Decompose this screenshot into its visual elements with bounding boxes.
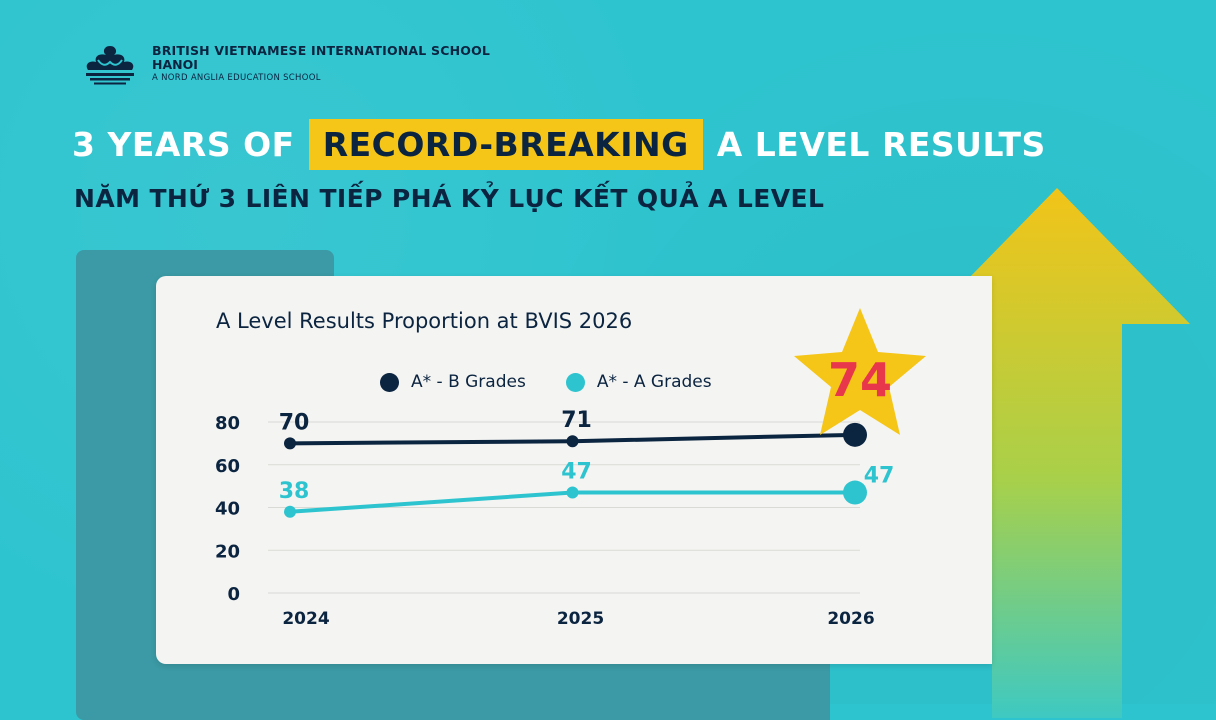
headline: 3 YEARS OF RECORD-BREAKING A LEVEL RESUL… xyxy=(72,112,1046,176)
legend-label-aa: A* - A Grades xyxy=(596,372,712,392)
data-label: 38 xyxy=(279,479,310,504)
y-tick-label: 40 xyxy=(215,499,240,520)
star-icon: 74 xyxy=(794,308,926,435)
crest-icon xyxy=(86,46,134,85)
school-name: BRITISH VIETNAMESE INTERNATIONAL SCHOOL xyxy=(152,42,491,58)
data-label: 70 xyxy=(279,410,310,435)
data-label: 47 xyxy=(864,464,895,489)
line-chart: 0 20 40 60 80 2024 2025 2026 70 71 38 47 47 xyxy=(215,408,895,629)
y-tick-label: 80 xyxy=(215,413,240,434)
headline-part2: A LEVEL RESULTS xyxy=(716,124,1046,164)
school-tagline: A NORD ANGLIA EDUCATION SCHOOL xyxy=(152,73,321,84)
y-tick-label: 20 xyxy=(215,541,240,562)
x-tick-label: 2026 xyxy=(827,609,874,629)
x-tick-label: 2024 xyxy=(282,609,329,629)
data-point-aa xyxy=(284,505,296,518)
legend-dot-aa xyxy=(565,372,585,392)
legend-label-ab: A* - B Grades xyxy=(411,372,526,392)
school-logo[interactable]: BRITISH VIETNAMESE INTERNATIONAL SCHOOL … xyxy=(78,40,490,88)
headline-highlight: RECORD-BREAKING xyxy=(308,118,703,170)
data-label: 71 xyxy=(561,408,592,433)
headline-part1: 3 YEARS OF xyxy=(72,124,295,164)
data-point-aa xyxy=(843,480,867,505)
y-tick-label: 0 xyxy=(227,584,240,605)
legend-item-aa: A* - A Grades xyxy=(565,372,712,392)
x-tick-label: 2025 xyxy=(557,609,604,629)
legend-dot-ab xyxy=(380,372,399,392)
data-point-aa xyxy=(566,486,579,499)
chart-title: A Level Results Proportion at BVIS 2026 xyxy=(216,309,633,333)
data-point-ab xyxy=(566,435,579,448)
y-tick-label: 60 xyxy=(215,456,240,477)
chart-legend: A* - B Grades A* - A Grades xyxy=(380,372,712,392)
data-point-ab xyxy=(843,422,867,447)
legend-item-ab: A* - B Grades xyxy=(380,372,526,392)
data-point-ab xyxy=(284,437,296,450)
data-label: 47 xyxy=(561,460,592,485)
school-city: HANOI xyxy=(152,57,198,73)
star-value: 74 xyxy=(828,353,892,407)
subheadline: NĂM THỨ 3 LIÊN TIẾP PHÁ KỶ LỤC KẾT QUẢ A… xyxy=(74,184,825,213)
